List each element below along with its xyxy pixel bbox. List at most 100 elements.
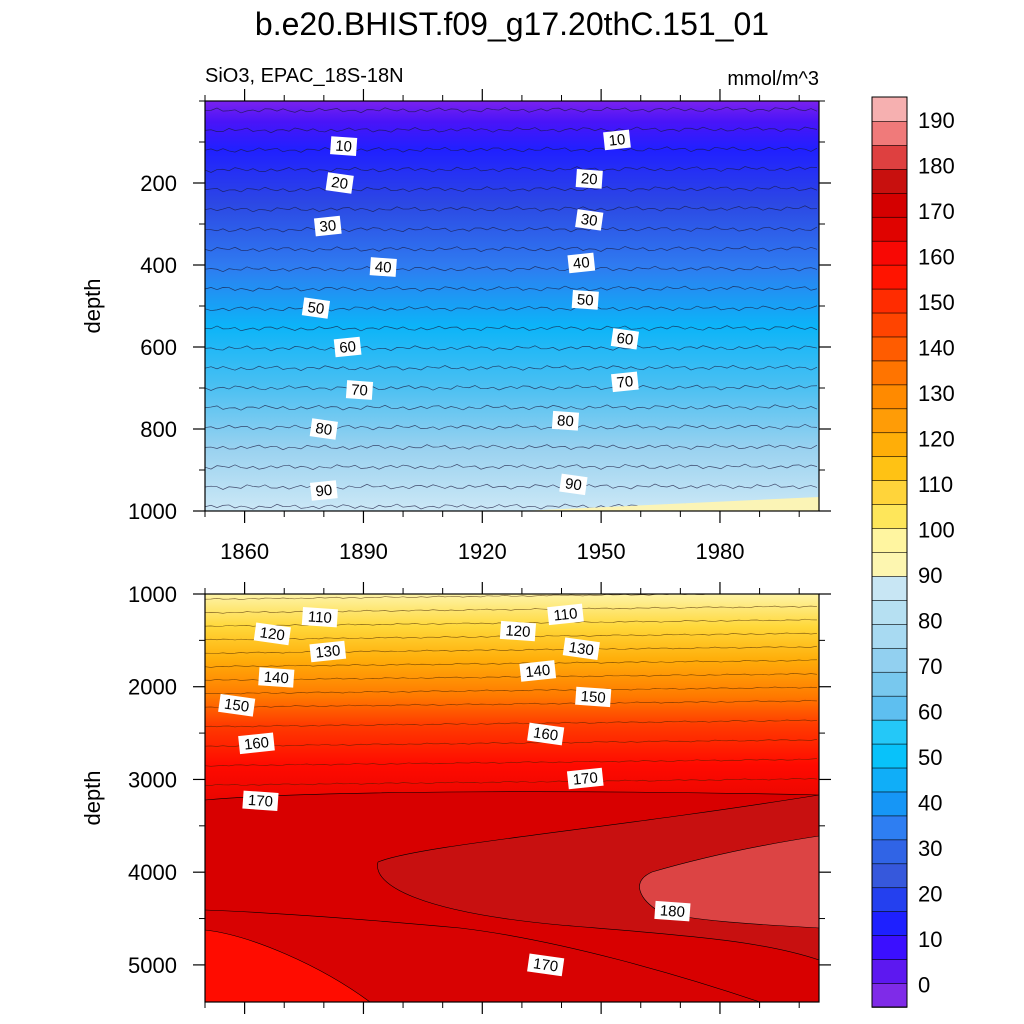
contour-label: 20 <box>326 172 354 193</box>
contour-label-text: 80 <box>314 420 333 439</box>
contour-label-text: 120 <box>505 622 531 641</box>
colorbar-swatch <box>872 648 907 672</box>
contour-label: 110 <box>302 607 338 627</box>
chart-title: b.e20.BHIST.f09_g17.20thC.151_01 <box>255 6 769 42</box>
colorbar-swatch <box>872 696 907 720</box>
colorbar-swatch <box>872 552 907 576</box>
contour-label-text: 40 <box>374 258 392 276</box>
colorbar-swatch <box>872 289 907 313</box>
colorbar-swatch <box>872 935 907 959</box>
colorbar-swatch <box>872 576 907 600</box>
colorbar-swatch <box>872 145 907 169</box>
colorbar-tick-label: 140 <box>918 335 955 360</box>
colorbar-swatch <box>872 217 907 241</box>
y-tick-label: 800 <box>140 417 177 442</box>
colorbar-tick-label: 40 <box>918 790 942 815</box>
colorbar-swatch <box>872 791 907 815</box>
contour-label-text: 150 <box>223 696 250 716</box>
colorbar-tick-label: 130 <box>918 381 955 406</box>
colorbar-swatch <box>872 744 907 768</box>
contour-label-text: 170 <box>247 792 273 811</box>
contour-label-text: 70 <box>616 373 634 392</box>
colorbar-swatch <box>872 887 907 911</box>
contour-label: 120 <box>500 621 536 641</box>
colorbar-swatch <box>872 456 907 480</box>
contour-label-text: 10 <box>608 131 626 150</box>
contour-label-text: 150 <box>580 688 606 707</box>
colorbar-swatch <box>872 432 907 456</box>
top-panel-fill <box>205 101 819 511</box>
colorbar-tick-label: 90 <box>918 563 942 588</box>
contour-label: 60 <box>334 337 362 358</box>
contour-label: 180 <box>654 901 690 921</box>
contour-label-text: 10 <box>335 138 353 156</box>
contour-label: 40 <box>370 257 397 277</box>
colorbar-tick-label: 170 <box>918 199 955 224</box>
contour-label-text: 80 <box>557 412 575 430</box>
contour-label: 150 <box>575 687 611 707</box>
bottom-panel: 1000 2000 3000 4000 5000 110 110 120 120 130 130 1… <box>80 582 831 1014</box>
colorbar: 0 10 20 30 40 50 60 70 80 90 100 110 120 130 140 150 160… <box>872 97 955 1008</box>
top-panel: 1860 1890 1920 1950 1980 200 400 600 800 1000 10 1… <box>80 89 831 564</box>
colorbar-tick-label: 70 <box>918 654 942 679</box>
colorbar-swatch <box>872 384 907 408</box>
colorbar-swatch <box>872 241 907 265</box>
colorbar-swatch <box>872 959 907 983</box>
contour-label-text: 30 <box>580 211 599 230</box>
contour-label-text: 20 <box>330 174 349 193</box>
top-y-axis-label: depth <box>80 278 105 333</box>
x-tick-label: 1950 <box>577 539 626 564</box>
contour-label-text: 130 <box>568 639 595 659</box>
contour-label-text: 50 <box>576 291 594 309</box>
colorbar-swatch <box>872 97 907 121</box>
contour-label: 80 <box>310 418 338 439</box>
contour-label-text: 120 <box>259 624 286 644</box>
colorbar-tick-label: 160 <box>918 244 955 269</box>
colorbar-swatch <box>872 336 907 360</box>
colorbar-swatch <box>872 360 907 384</box>
contour-label: 140 <box>258 667 294 687</box>
contour-label: 50 <box>572 290 599 310</box>
colorbar-tick-label: 110 <box>918 472 953 497</box>
colorbar-swatch <box>872 911 907 935</box>
colorbar-tick-label: 60 <box>918 699 942 724</box>
contour-label-text: 130 <box>315 642 342 662</box>
contour-label-text: 170 <box>532 955 559 975</box>
y-tick-label: 1000 <box>128 582 177 607</box>
contour-label: 90 <box>559 474 587 495</box>
colorbar-swatch <box>872 169 907 193</box>
colorbar-swatch <box>872 528 907 552</box>
x-tick-label: 1860 <box>220 539 269 564</box>
colorbar-swatch <box>872 672 907 696</box>
contour-label: 90 <box>310 480 338 501</box>
colorbar-swatch <box>872 504 907 528</box>
contour-label: 10 <box>330 136 357 156</box>
y-tick-label: 200 <box>140 171 177 196</box>
contour-label-text: 50 <box>306 299 325 318</box>
contour-label-text: 140 <box>524 662 551 682</box>
contour-label-text: 160 <box>243 734 270 754</box>
contour-label-text: 180 <box>659 902 685 921</box>
y-tick-label: 2000 <box>128 675 177 700</box>
subtitle-units: mmol/m^3 <box>727 68 819 90</box>
colorbar-swatch <box>872 815 907 839</box>
colorbar-tick-label: 180 <box>918 153 955 178</box>
contour-label: 30 <box>314 216 342 237</box>
x-tick-label: 1920 <box>458 539 507 564</box>
colorbar-tick-label: 80 <box>918 608 942 633</box>
contour-label: 50 <box>302 297 330 318</box>
colorbar-swatch <box>872 983 907 1007</box>
y-tick-label: 400 <box>140 253 177 278</box>
bottom-y-axis-label: depth <box>80 770 105 825</box>
colorbar-tick-label: 50 <box>918 745 942 770</box>
contour-label-text: 90 <box>564 475 583 494</box>
contour-label-text: 20 <box>580 170 598 188</box>
contour-label: 60 <box>611 328 639 349</box>
contour-label: 70 <box>346 380 373 400</box>
contour-label: 10 <box>603 130 631 151</box>
contour-label: 20 <box>576 169 603 189</box>
subtitle-variable-region: SiO3, EPAC_18S-18N <box>205 65 404 87</box>
figure: b.e20.BHIST.f09_g17.20thC.151_01 SiO3, E… <box>0 0 1024 1024</box>
y-tick-label: 4000 <box>128 860 177 885</box>
colorbar-tick-label: 150 <box>918 290 955 315</box>
